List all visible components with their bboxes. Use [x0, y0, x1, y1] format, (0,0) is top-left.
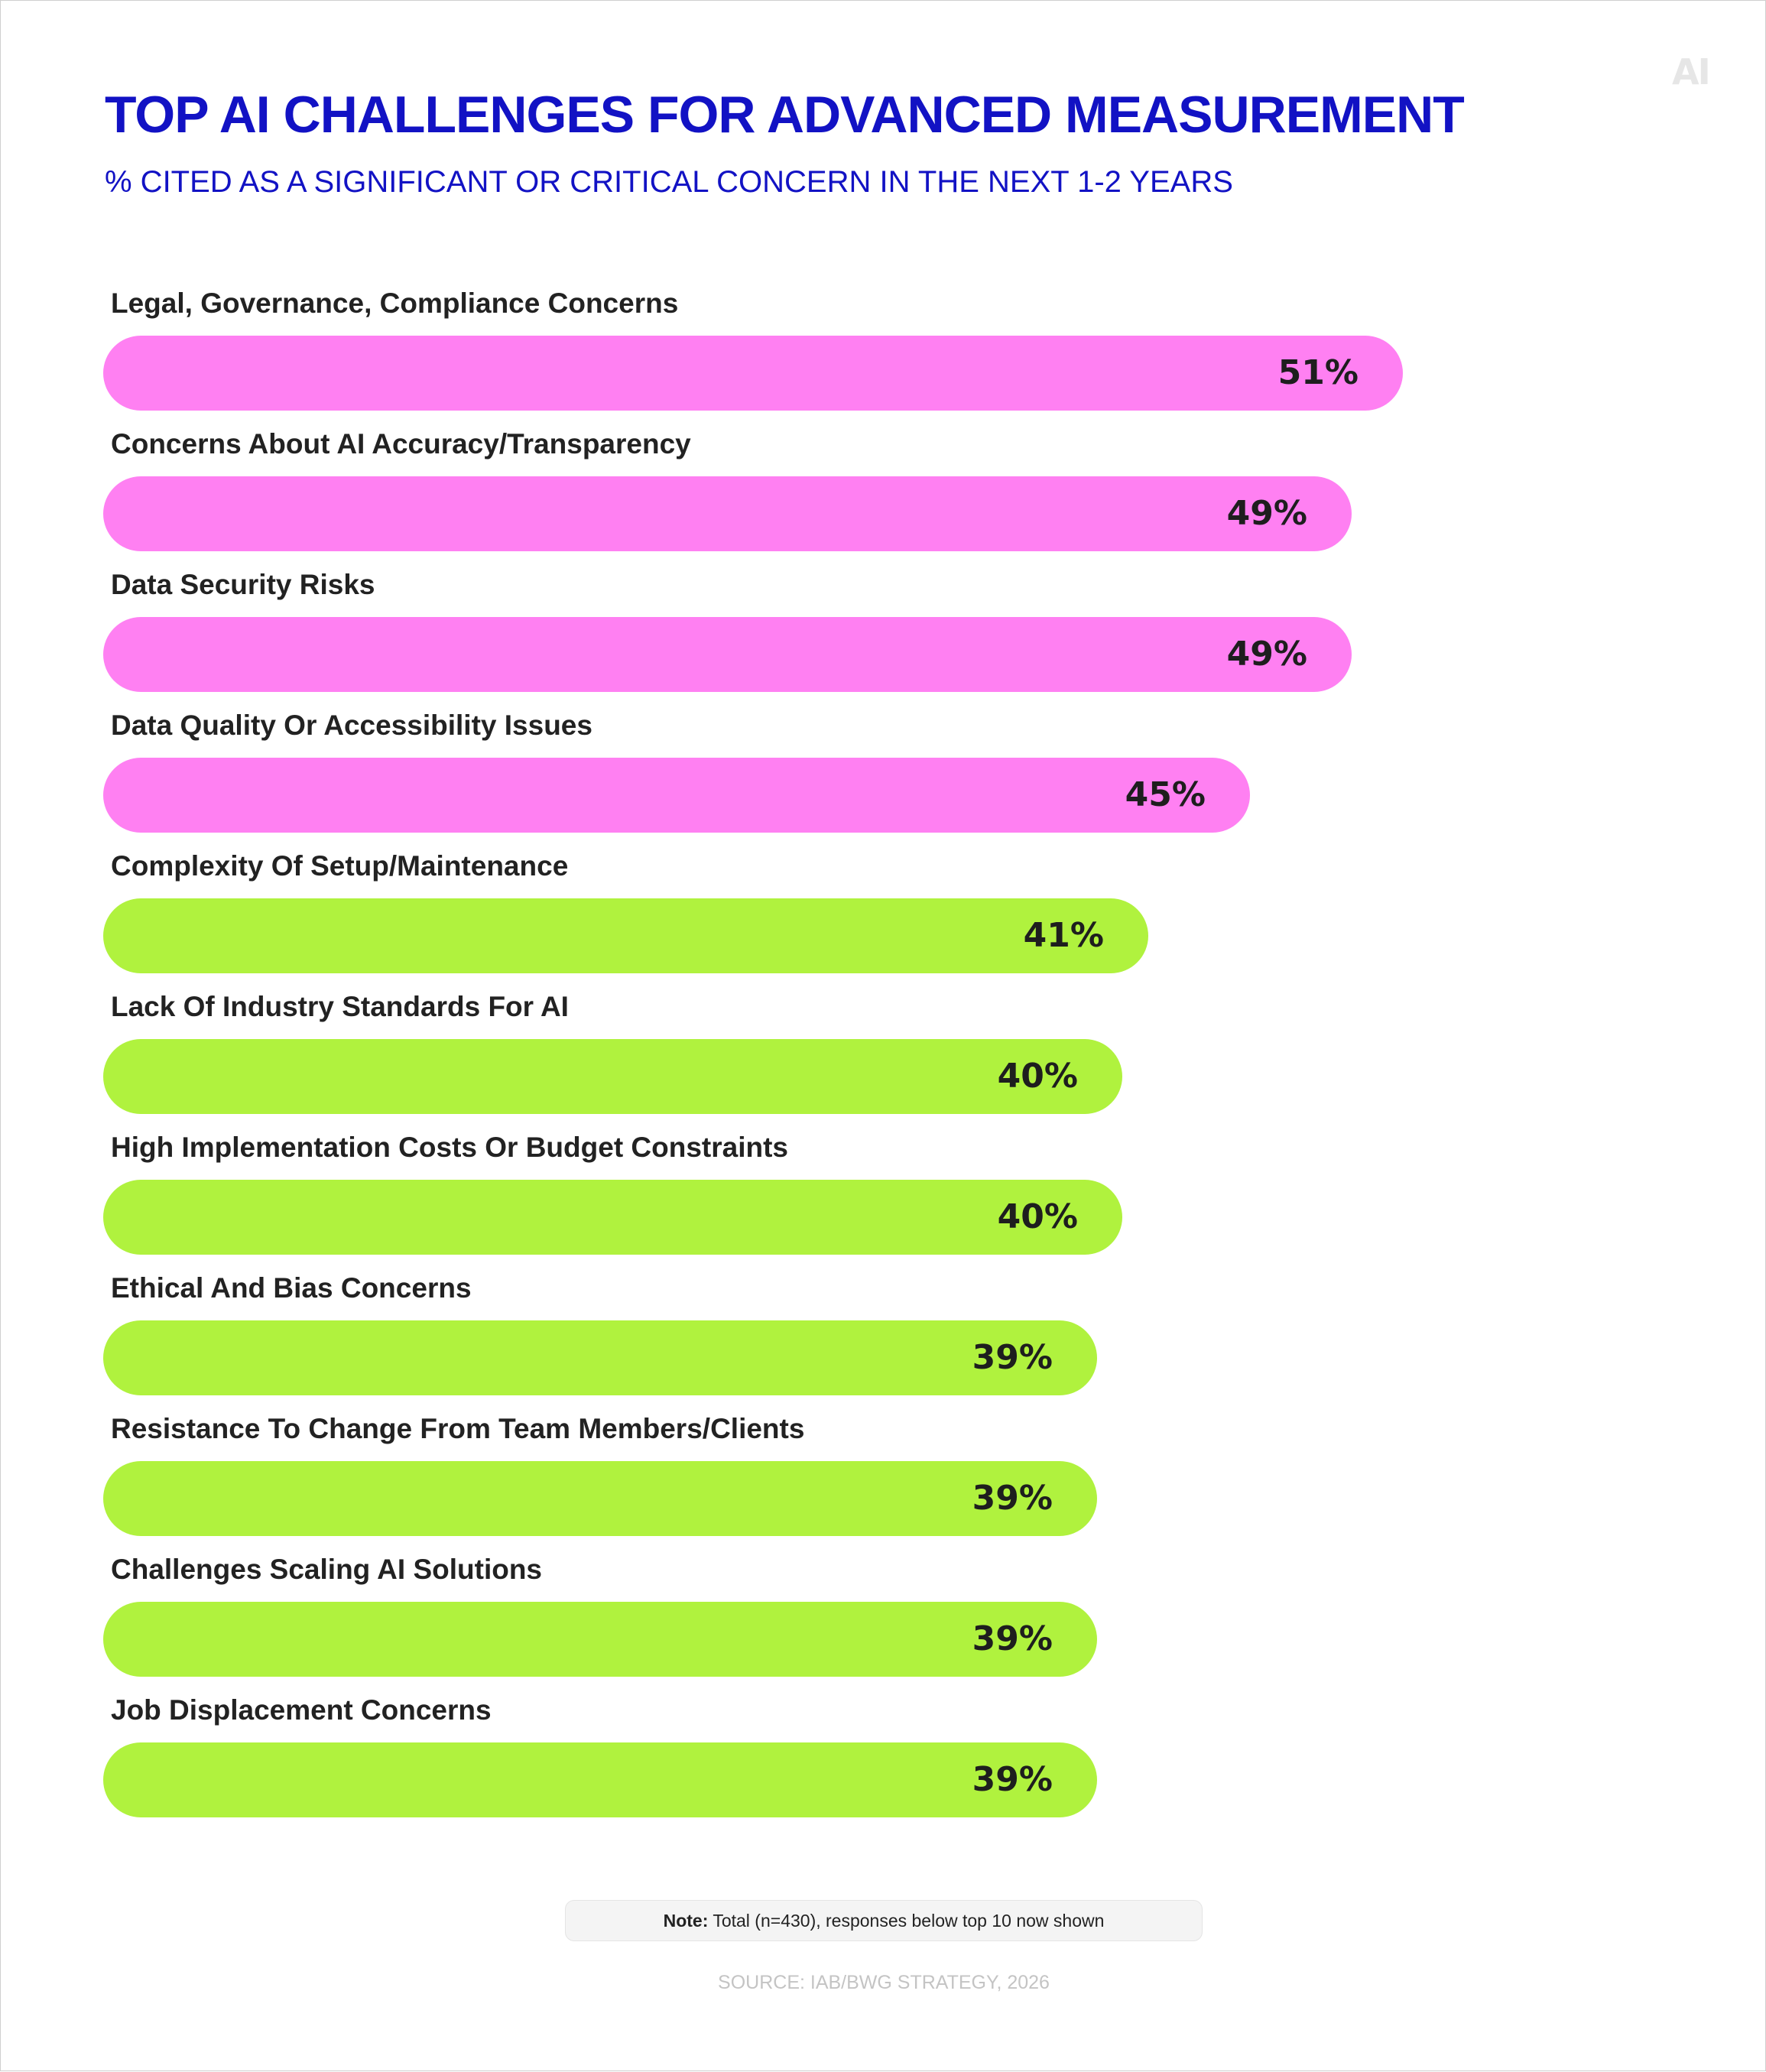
bar-value-label: 39%: [972, 1760, 1053, 1799]
bar: 49%: [103, 617, 1352, 692]
bar-value-label: 40%: [997, 1057, 1078, 1096]
bar-value-label: 45%: [1125, 775, 1206, 814]
bar-value-label: 49%: [1226, 635, 1307, 674]
logo: AI: [1672, 51, 1711, 93]
bar-value-label: 51%: [1277, 353, 1359, 392]
category-label: Legal, Governance, Compliance Concerns: [111, 287, 679, 319]
category-label: Concerns About AI Accuracy/Transparency: [111, 428, 691, 460]
bar: 39%: [103, 1602, 1097, 1677]
category-label: Ethical And Bias Concerns: [111, 1272, 472, 1304]
note-box: Note: Total (n=430), responses below top…: [565, 1900, 1203, 1941]
category-label: Resistance To Change From Team Members/C…: [111, 1413, 805, 1444]
chart-subtitle: % CITED AS A SIGNIFICANT OR CRITICAL CON…: [105, 165, 1233, 199]
bar-value-label: 49%: [1226, 494, 1307, 533]
category-label: Data Security Risks: [111, 569, 375, 600]
bar: 45%: [103, 758, 1250, 833]
category-label: Job Displacement Concerns: [111, 1694, 492, 1726]
bar: 40%: [103, 1180, 1122, 1255]
bar: 40%: [103, 1039, 1122, 1114]
bar-value-label: 39%: [972, 1619, 1053, 1658]
bar: 39%: [103, 1742, 1097, 1817]
bar: 41%: [103, 898, 1148, 973]
bar-value-label: 39%: [972, 1338, 1053, 1377]
category-label: Complexity Of Setup/Maintenance: [111, 850, 569, 882]
bar: 39%: [103, 1461, 1097, 1536]
bar-value-label: 39%: [972, 1479, 1053, 1518]
bar: 39%: [103, 1320, 1097, 1395]
category-label: Lack Of Industry Standards For AI: [111, 991, 569, 1022]
chart-title: TOP AI CHALLENGES FOR ADVANCED MEASUREME…: [105, 86, 1465, 144]
bar: 51%: [103, 336, 1403, 411]
bar: 49%: [103, 476, 1352, 551]
note-text: Total (n=430), responses below top 10 no…: [708, 1911, 1105, 1931]
note-label: Note:: [663, 1911, 709, 1931]
bar-value-label: 40%: [997, 1197, 1078, 1236]
bar-value-label: 41%: [1023, 916, 1104, 955]
category-label: Data Quality Or Accessibility Issues: [111, 710, 592, 741]
category-label: High Implementation Costs Or Budget Cons…: [111, 1132, 788, 1163]
category-label: Challenges Scaling AI Solutions: [111, 1554, 542, 1585]
source-credit: SOURCE: IAB/BWG STRATEGY, 2026: [718, 1972, 1050, 1993]
